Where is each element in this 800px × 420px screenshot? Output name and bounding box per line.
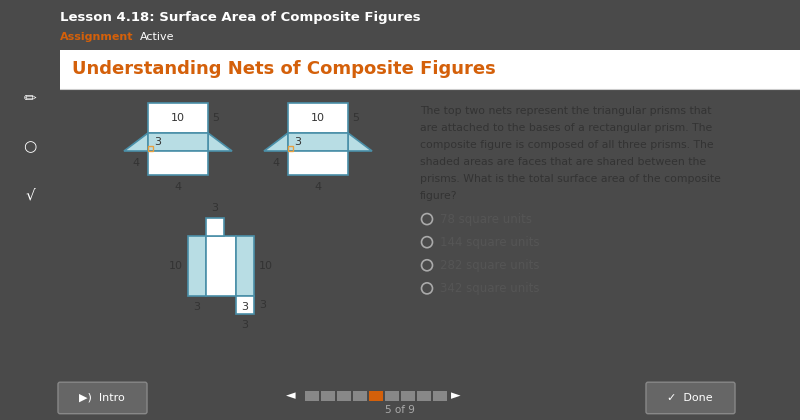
Bar [288,146,293,151]
Text: 3: 3 [154,137,161,147]
Bar [321,391,335,401]
Text: 10: 10 [311,113,325,123]
Bar [288,151,348,175]
Polygon shape [264,133,288,151]
Bar [369,391,383,401]
Text: 5: 5 [352,113,359,123]
Text: 3: 3 [259,300,266,310]
Text: √: √ [25,187,35,202]
Text: are attached to the bases of a rectangular prism. The: are attached to the bases of a rectangul… [420,123,712,133]
Bar [236,297,254,315]
Text: 3: 3 [211,203,218,213]
Bar [353,391,367,401]
Text: 10: 10 [169,261,183,271]
Text: 144 square units: 144 square units [440,236,540,249]
Bar [433,391,447,401]
Bar [148,102,208,133]
Bar [236,236,254,297]
Bar [148,133,208,151]
Bar [188,236,206,297]
Bar [206,218,224,236]
Text: shaded areas are faces that are shared between the: shaded areas are faces that are shared b… [420,157,706,167]
Text: 3: 3 [242,320,249,331]
Polygon shape [124,133,148,151]
Polygon shape [208,133,232,151]
Text: ✏: ✏ [24,91,36,106]
Text: ◄: ◄ [286,389,296,402]
Text: ○: ○ [23,139,37,154]
Text: 78 square units: 78 square units [440,213,532,226]
Text: 3: 3 [294,137,301,147]
Text: Active: Active [140,32,174,42]
Text: The top two nets represent the triangular prisms that: The top two nets represent the triangula… [420,105,711,116]
Text: Understanding Nets of Composite Figures: Understanding Nets of Composite Figures [72,60,496,79]
FancyBboxPatch shape [646,382,735,414]
Bar [288,102,348,133]
Text: 4: 4 [314,182,322,192]
Text: 4: 4 [133,158,139,168]
Bar [417,391,431,401]
Polygon shape [348,133,372,151]
Text: 342 square units: 342 square units [440,282,539,295]
Bar [401,391,415,401]
Bar [337,391,351,401]
Text: 3: 3 [242,302,249,312]
Text: 5 of 9: 5 of 9 [385,405,415,415]
Bar [305,391,319,401]
Bar [385,391,399,401]
Bar [148,146,153,151]
Text: 4: 4 [174,182,182,192]
FancyBboxPatch shape [58,382,147,414]
Text: 4: 4 [273,158,279,168]
Text: composite figure is composed of all three prisms. The: composite figure is composed of all thre… [420,140,714,150]
Text: 3: 3 [194,302,201,312]
Text: ►: ► [451,389,461,402]
Bar [206,236,236,297]
Text: figure?: figure? [420,191,458,201]
Text: 282 square units: 282 square units [440,259,539,272]
Text: 10: 10 [259,261,273,271]
Text: 10: 10 [171,113,185,123]
Text: Assignment: Assignment [60,32,134,42]
Text: 5: 5 [212,113,219,123]
Text: ✓  Done: ✓ Done [667,393,713,403]
Text: prisms. What is the total surface area of the composite: prisms. What is the total surface area o… [420,174,721,184]
Text: Lesson 4.18: Surface Area of Composite Figures: Lesson 4.18: Surface Area of Composite F… [60,10,421,24]
Bar [288,133,348,151]
Text: ▶)  Intro: ▶) Intro [79,393,125,403]
Bar [148,151,208,175]
Bar [60,50,800,89]
